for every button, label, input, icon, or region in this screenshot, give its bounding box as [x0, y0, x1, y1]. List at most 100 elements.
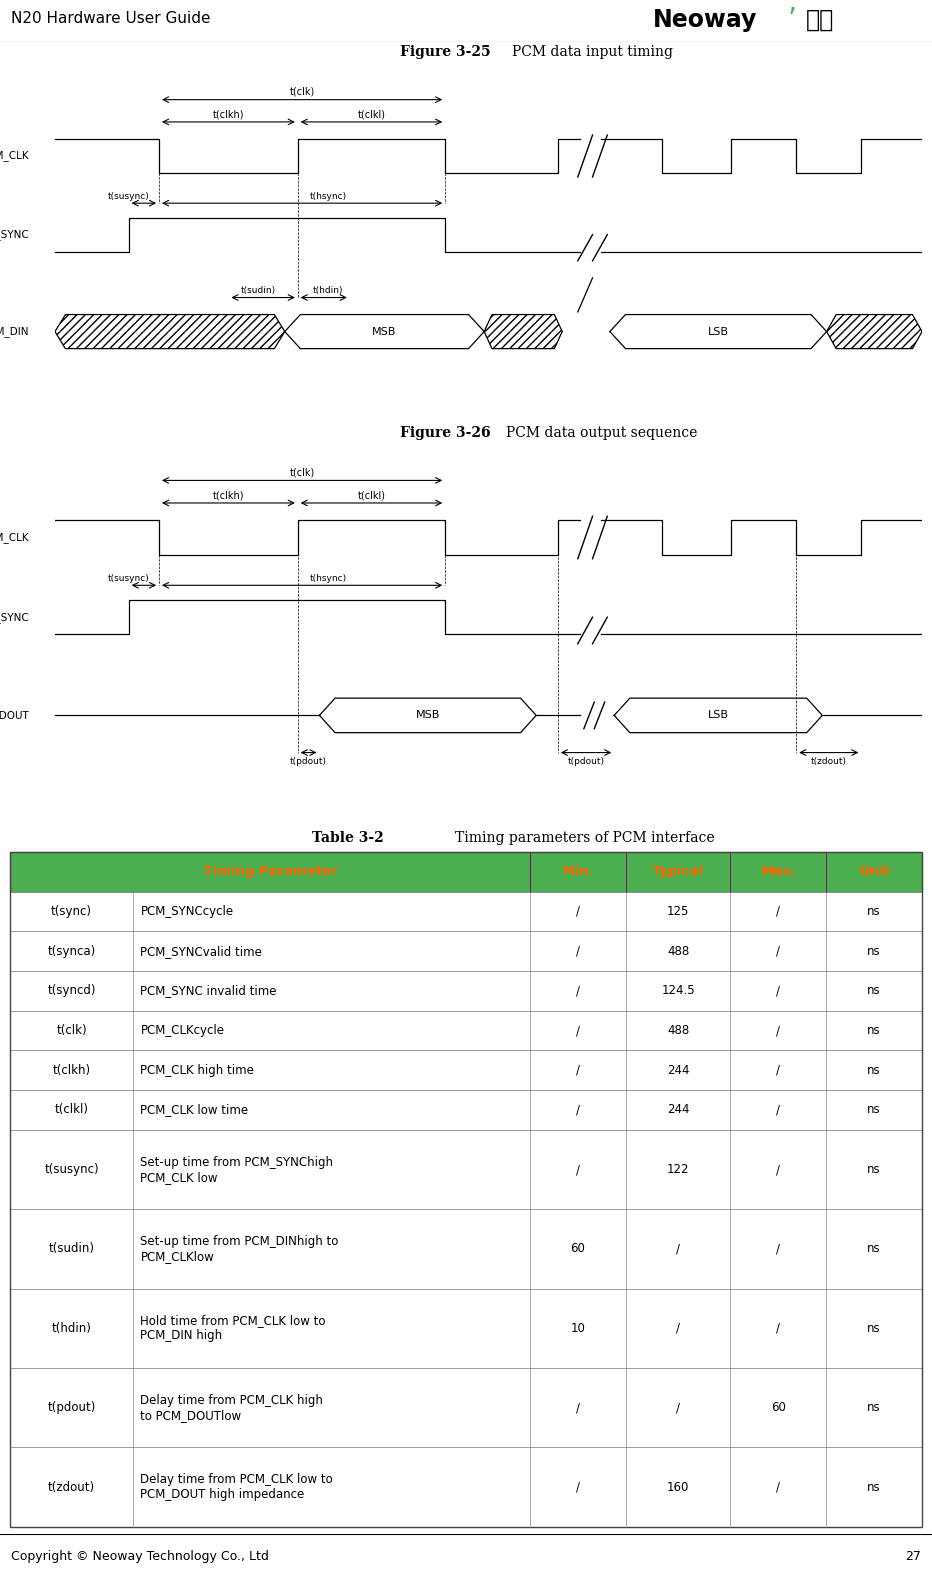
Text: Max.: Max.: [761, 865, 796, 879]
Bar: [10, 1011, 922, 1050]
Text: 60: 60: [570, 1242, 585, 1256]
Text: t(clk): t(clk): [290, 467, 315, 478]
Text: /: /: [576, 905, 580, 918]
Text: PCM_SYNC invalid time: PCM_SYNC invalid time: [141, 984, 277, 997]
Text: 160: 160: [667, 1481, 690, 1493]
Text: ns: ns: [868, 1064, 881, 1077]
Text: N20 Hardware User Guide: N20 Hardware User Guide: [11, 11, 211, 27]
Text: Neoway: Neoway: [652, 8, 757, 31]
Text: Figure 3-26: Figure 3-26: [400, 426, 490, 440]
Text: 60: 60: [771, 1401, 786, 1415]
Text: t(susync): t(susync): [44, 1163, 99, 1176]
Text: t(sudin): t(sudin): [48, 1242, 94, 1256]
Text: ’: ’: [788, 6, 797, 35]
Text: PCM_SYNCvalid time: PCM_SYNCvalid time: [141, 945, 262, 957]
Text: Min.: Min.: [562, 865, 594, 879]
Text: 488: 488: [667, 945, 689, 957]
Text: ns: ns: [868, 905, 881, 918]
Text: /: /: [576, 945, 580, 957]
Text: Table 3-2: Table 3-2: [311, 830, 383, 844]
Bar: [10, 852, 922, 891]
Text: /: /: [676, 1242, 680, 1256]
Text: t(hsync): t(hsync): [309, 192, 347, 201]
Text: /: /: [776, 1242, 780, 1256]
Text: 10: 10: [570, 1322, 585, 1335]
Text: PCM_CLKcycle: PCM_CLKcycle: [141, 1023, 225, 1038]
Text: Delay time from PCM_CLK low to
PCM_DOUT high impedance: Delay time from PCM_CLK low to PCM_DOUT …: [141, 1473, 333, 1501]
Text: t(clkl): t(clkl): [358, 490, 386, 500]
Text: Set-up time from PCM_DINhigh to
PCM_CLKlow: Set-up time from PCM_DINhigh to PCM_CLKl…: [141, 1236, 339, 1262]
Text: /: /: [776, 945, 780, 957]
Text: ns: ns: [868, 1104, 881, 1116]
Text: ns: ns: [868, 1163, 881, 1176]
Text: t(hsync): t(hsync): [309, 574, 347, 583]
Text: PCM_SYNC: PCM_SYNC: [0, 230, 29, 241]
Bar: [10, 971, 922, 1011]
Text: t(clkl): t(clkl): [358, 110, 386, 119]
Text: /: /: [776, 1023, 780, 1038]
Text: t(susync): t(susync): [108, 192, 149, 201]
Text: /: /: [576, 1401, 580, 1415]
Text: 488: 488: [667, 1023, 689, 1038]
Text: Set-up time from PCM_SYNChigh
PCM_CLK low: Set-up time from PCM_SYNChigh PCM_CLK lo…: [141, 1155, 334, 1184]
Text: /: /: [776, 905, 780, 918]
Bar: [10, 1209, 922, 1289]
Text: /: /: [576, 1064, 580, 1077]
Text: /: /: [576, 1104, 580, 1116]
Text: ns: ns: [868, 945, 881, 957]
Text: ns: ns: [868, 1023, 881, 1038]
Text: t(pdout): t(pdout): [568, 756, 605, 766]
Text: /: /: [776, 1481, 780, 1493]
Text: Typical: Typical: [652, 865, 704, 879]
Text: t(zdout): t(zdout): [811, 756, 847, 766]
Text: ns: ns: [868, 1322, 881, 1335]
Text: t(susync): t(susync): [108, 574, 149, 583]
Bar: [10, 1089, 922, 1130]
Text: /: /: [676, 1401, 680, 1415]
Text: /: /: [676, 1322, 680, 1335]
Text: /: /: [576, 1023, 580, 1038]
Text: Timing parameters of PCM interface: Timing parameters of PCM interface: [455, 830, 714, 844]
Text: /: /: [776, 1163, 780, 1176]
Text: MSB: MSB: [372, 327, 397, 336]
Text: t(sudin): t(sudin): [241, 286, 276, 296]
Text: Delay time from PCM_CLK high
to PCM_DOUTlow: Delay time from PCM_CLK high to PCM_DOUT…: [141, 1394, 323, 1421]
Text: PCM_CLK: PCM_CLK: [0, 531, 29, 542]
Text: 124.5: 124.5: [661, 984, 695, 997]
Text: Copyright © Neoway Technology Co., Ltd: Copyright © Neoway Technology Co., Ltd: [11, 1550, 269, 1563]
Text: /: /: [576, 984, 580, 997]
Text: t(clk): t(clk): [56, 1023, 87, 1038]
Text: t(hdin): t(hdin): [313, 286, 343, 296]
Text: t(pdout): t(pdout): [48, 1401, 96, 1415]
Text: t(clkh): t(clkh): [52, 1064, 90, 1077]
Bar: [10, 931, 922, 971]
Bar: [10, 1050, 922, 1089]
Text: PCM_SYNC: PCM_SYNC: [0, 612, 29, 623]
Text: t(hdin): t(hdin): [51, 1322, 91, 1335]
Text: /: /: [576, 1481, 580, 1493]
Text: /: /: [776, 1064, 780, 1077]
Bar: [10, 1448, 922, 1526]
Text: t(clkh): t(clkh): [212, 110, 244, 119]
Text: PCM_CLK low time: PCM_CLK low time: [141, 1104, 249, 1116]
Text: PCM_SYNCcycle: PCM_SYNCcycle: [141, 905, 234, 918]
Text: PCM_CLK: PCM_CLK: [0, 151, 29, 162]
Text: 27: 27: [905, 1550, 921, 1563]
Text: ns: ns: [868, 1242, 881, 1256]
Text: /: /: [776, 1322, 780, 1335]
Text: LSB: LSB: [707, 711, 729, 720]
Text: t(pdout): t(pdout): [290, 756, 327, 766]
Bar: [10, 891, 922, 931]
Text: PCM_CLK high time: PCM_CLK high time: [141, 1064, 254, 1077]
Text: t(zdout): t(zdout): [48, 1481, 95, 1493]
Text: 125: 125: [667, 905, 690, 918]
Text: PCM_DOUT: PCM_DOUT: [0, 711, 29, 722]
Text: 122: 122: [666, 1163, 690, 1176]
Bar: [10, 1130, 922, 1209]
Text: MSB: MSB: [416, 711, 440, 720]
Text: 244: 244: [666, 1064, 690, 1077]
Text: t(synca): t(synca): [48, 945, 96, 957]
Text: t(clkl): t(clkl): [55, 1104, 89, 1116]
Text: Timing Parameter: Timing Parameter: [203, 865, 337, 879]
Text: Hold time from PCM_CLK low to
PCM_DIN high: Hold time from PCM_CLK low to PCM_DIN hi…: [141, 1314, 326, 1342]
